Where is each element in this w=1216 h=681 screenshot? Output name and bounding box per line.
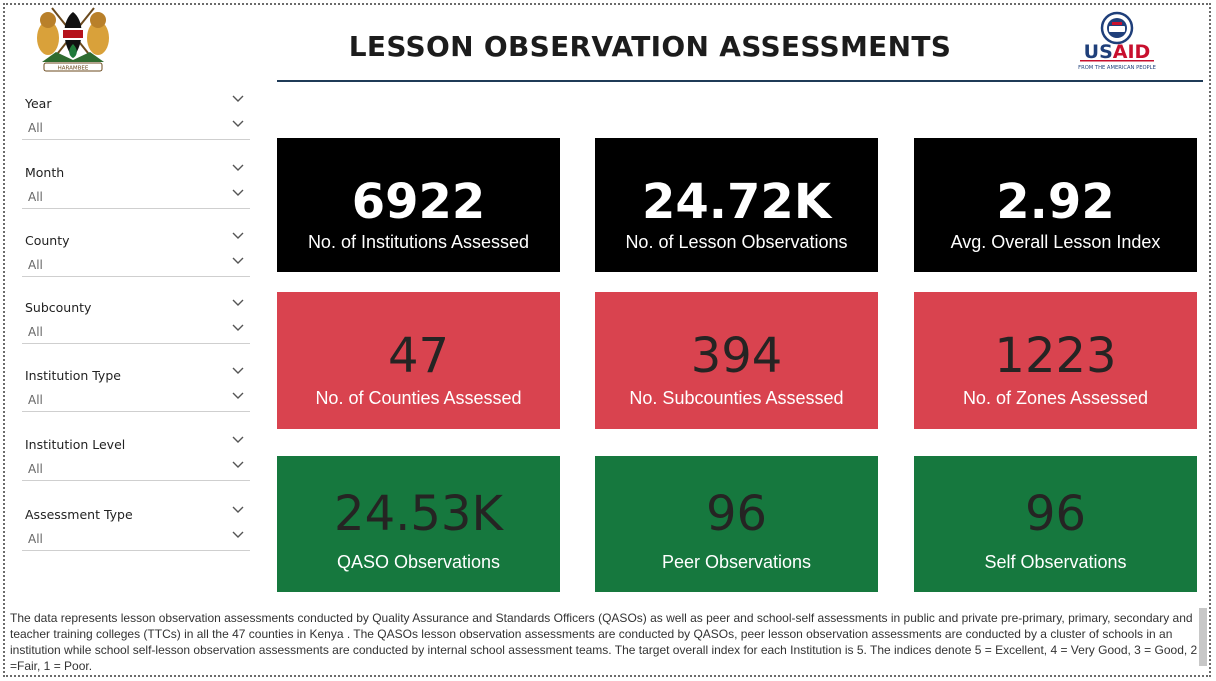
chevron-down-icon[interactable]	[232, 164, 244, 172]
chevron-down-icon[interactable]	[232, 232, 244, 240]
dropdown-selected-value: All	[28, 462, 43, 476]
kpi-label: QASO Observations	[336, 552, 501, 572]
kpi-value: 24.53K	[334, 486, 503, 542]
kpi-label: Peer Observations	[661, 552, 812, 572]
chevron-down-icon[interactable]	[232, 461, 244, 469]
report-frame	[3, 3, 1211, 677]
kpi-card-no-of-institutions-assessed[interactable]: 6922 No. of Institutions Assessed	[277, 138, 560, 272]
chevron-down-icon[interactable]	[232, 392, 244, 400]
slicer-month: Month All	[22, 162, 250, 209]
chevron-down-icon[interactable]	[232, 95, 244, 103]
usaid-logo: USAID FROM THE AMERICAN PEOPLE	[1077, 10, 1157, 78]
slicer-header[interactable]: Institution Level	[22, 434, 250, 458]
slicer-header[interactable]: Institution Type	[22, 365, 250, 389]
dropdown-selected-value: All	[28, 258, 43, 272]
kpi-value: 394	[690, 328, 783, 384]
chevron-down-icon[interactable]	[232, 299, 244, 307]
slicer-label: Year	[25, 96, 52, 111]
header-divider	[277, 80, 1203, 82]
dropdown-selected-value: All	[28, 121, 43, 135]
slicer-label: Institution Level	[25, 437, 126, 452]
slicer-header[interactable]: County	[22, 230, 250, 254]
assessment-type-dropdown[interactable]: All	[22, 528, 250, 551]
kpi-label: No. of Institutions Assessed	[307, 232, 530, 252]
kpi-value: 24.72K	[641, 174, 832, 230]
dropdown-selected-value: All	[28, 325, 43, 339]
kpi-value: 6922	[351, 174, 486, 230]
county-dropdown[interactable]: All	[22, 254, 250, 277]
kpi-card-no-of-zones-assessed[interactable]: 1223 No. of Zones Assessed	[914, 292, 1197, 429]
kpi-card-avg-overall-lesson-index[interactable]: 2.92 Avg. Overall Lesson Index	[914, 138, 1197, 272]
slicer-label: Institution Type	[25, 368, 121, 383]
slicer-label: Subcounty	[25, 300, 92, 315]
institution-type-dropdown[interactable]: All	[22, 389, 250, 412]
slicer-header[interactable]: Year	[22, 93, 250, 117]
kpi-value: 1223	[994, 328, 1117, 384]
coat-of-arms-motto: HARAMBEE	[58, 66, 89, 72]
slicer-header[interactable]: Month	[22, 162, 250, 186]
kenya-coat-of-arms-logo: HARAMBEE	[34, 2, 112, 74]
slicer-subcounty: Subcounty All	[22, 297, 250, 344]
kpi-label: Avg. Overall Lesson Index	[950, 232, 1161, 252]
kpi-card-self-observations[interactable]: 96 Self Observations	[914, 456, 1197, 592]
kpi-label: No. Subcounties Assessed	[629, 388, 844, 408]
dropdown-selected-value: All	[28, 532, 43, 546]
kpi-card-no-of-lesson-observations[interactable]: 24.72K No. of Lesson Observations	[595, 138, 878, 272]
year-dropdown[interactable]: All	[22, 117, 250, 140]
dropdown-selected-value: All	[28, 190, 43, 204]
slicer-header[interactable]: Assessment Type	[22, 504, 250, 528]
usaid-wordmark: USAID	[1084, 41, 1151, 63]
slicer-county: County All	[22, 230, 250, 277]
chevron-down-icon[interactable]	[232, 436, 244, 444]
subcounty-dropdown[interactable]: All	[22, 321, 250, 344]
slicer-header[interactable]: Subcounty	[22, 297, 250, 321]
usaid-tagline: FROM THE AMERICAN PEOPLE	[1078, 65, 1156, 71]
kpi-value: 47	[387, 328, 450, 384]
kpi-card-no-subcounties-assessed[interactable]: 394 No. Subcounties Assessed	[595, 292, 878, 429]
slicer-institution-level: Institution Level All	[22, 434, 250, 481]
kpi-card-no-of-counties-assessed[interactable]: 47 No. of Counties Assessed	[277, 292, 560, 429]
slicer-year: Year All	[22, 93, 250, 140]
page-title: LESSON OBSERVATION ASSESSMENTS	[348, 30, 952, 63]
description-text: The data represents lesson observation a…	[10, 611, 1198, 672]
kpi-value: 2.92	[996, 174, 1115, 230]
chevron-down-icon[interactable]	[232, 506, 244, 514]
slicer-assessment-type: Assessment Type All	[22, 504, 250, 551]
slicer-label: Assessment Type	[25, 507, 133, 522]
kpi-card-peer-observations[interactable]: 96 Peer Observations	[595, 456, 878, 592]
slicer-label: Month	[25, 165, 65, 180]
chevron-down-icon[interactable]	[232, 189, 244, 197]
chevron-down-icon[interactable]	[232, 120, 244, 128]
chevron-down-icon[interactable]	[232, 367, 244, 375]
slicer-institution-type: Institution Type All	[22, 365, 250, 412]
kpi-label: No. of Counties Assessed	[315, 388, 522, 408]
kpi-label: No. of Lesson Observations	[625, 232, 848, 252]
description-scrollbar[interactable]	[1199, 608, 1207, 666]
dropdown-selected-value: All	[28, 393, 43, 407]
kpi-label: No. of Zones Assessed	[962, 388, 1149, 408]
kpi-value: 96	[705, 486, 768, 542]
kpi-label: Self Observations	[984, 552, 1127, 572]
chevron-down-icon[interactable]	[232, 257, 244, 265]
kpi-value: 96	[1024, 486, 1087, 542]
slicer-label: County	[25, 233, 70, 248]
month-dropdown[interactable]: All	[22, 186, 250, 209]
institution-level-dropdown[interactable]: All	[22, 458, 250, 481]
chevron-down-icon[interactable]	[232, 531, 244, 539]
kpi-card-qaso-observations[interactable]: 24.53K QASO Observations	[277, 456, 560, 592]
chevron-down-icon[interactable]	[232, 324, 244, 332]
